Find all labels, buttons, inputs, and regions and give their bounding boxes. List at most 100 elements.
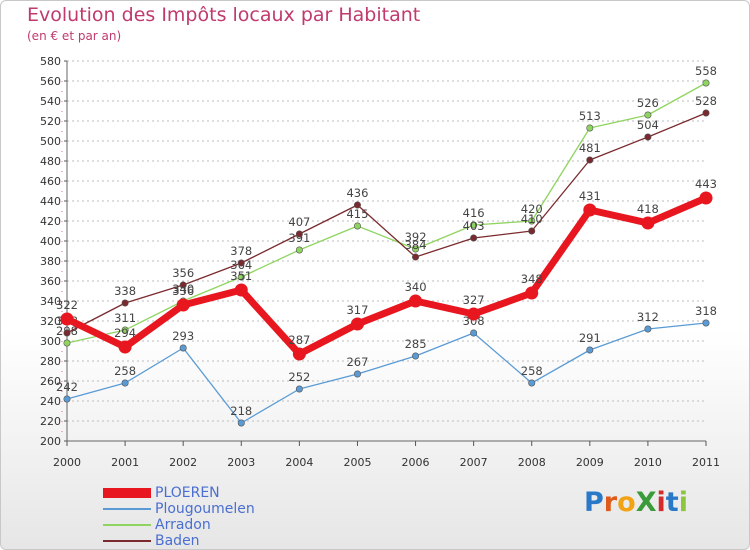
data-point <box>644 133 652 141</box>
data-point <box>644 111 652 119</box>
logo-letter: i <box>678 487 688 518</box>
data-label: 378 <box>230 244 252 258</box>
chart-title: Evolution des Impôts locaux par Habitant <box>27 4 421 26</box>
data-label: 351 <box>230 269 252 283</box>
data-label: 340 <box>172 282 194 296</box>
data-label: 513 <box>579 109 601 123</box>
legend-label: Plougoumelen <box>155 501 255 517</box>
legend-label: PLOEREN <box>155 485 220 501</box>
data-point <box>295 246 303 254</box>
data-point <box>409 294 423 308</box>
logo-letter: r <box>603 487 618 518</box>
data-point <box>586 156 594 164</box>
logo-letter: o <box>617 487 636 518</box>
series-group: 2422582932182522672853082582913123182983… <box>56 64 717 427</box>
data-label: 258 <box>114 364 136 378</box>
series-arradon: 298311340364391415392416420513526558 <box>56 64 717 347</box>
data-point <box>63 329 71 337</box>
data-point <box>644 325 652 333</box>
logo-letter: P <box>584 487 604 518</box>
data-label: 327 <box>463 293 485 307</box>
data-label: 267 <box>346 355 368 369</box>
data-point <box>350 317 364 331</box>
data-point <box>528 379 536 387</box>
data-point <box>702 319 710 327</box>
chart-subtitle: (en € et par an) <box>27 29 122 43</box>
data-label: 528 <box>695 94 717 108</box>
y-tick-label: 580 <box>40 55 61 68</box>
data-label: 431 <box>579 189 601 203</box>
data-label: 443 <box>695 177 717 191</box>
y-tick-label: 280 <box>40 355 61 368</box>
data-point <box>295 230 303 238</box>
data-label: 392 <box>405 230 427 244</box>
data-point <box>586 124 594 132</box>
data-label: 436 <box>346 186 368 200</box>
y-tick-label: 380 <box>40 255 61 268</box>
data-point <box>179 344 187 352</box>
y-tick-label: 240 <box>40 395 61 408</box>
data-point <box>353 201 361 209</box>
legend-swatch <box>103 524 151 526</box>
data-label: 312 <box>637 310 659 324</box>
data-label: 336 <box>172 284 194 298</box>
proxiti-logo: ProXiti <box>584 487 688 518</box>
series-line <box>63 194 710 358</box>
data-point <box>353 222 361 230</box>
series-plougoumelen: 242 258 293 218 252 267 285 308 258 291 312 318 <box>56 304 717 427</box>
data-label: 258 <box>521 364 543 378</box>
data-label: 410 <box>521 212 543 226</box>
series-line <box>66 322 707 424</box>
y-tick-label: 460 <box>40 175 61 188</box>
logo-letter: t <box>665 487 679 518</box>
data-point <box>702 79 710 87</box>
y-tick-label: 440 <box>40 195 61 208</box>
data-label: 481 <box>579 141 601 155</box>
data-point <box>412 245 420 253</box>
x-tick-label: 2003 <box>227 456 255 469</box>
data-point <box>525 286 539 300</box>
legend-label: Arradon <box>155 517 211 533</box>
x-tick-label: 2007 <box>460 456 488 469</box>
y-tick-label: 480 <box>40 155 61 168</box>
data-label: 558 <box>695 64 717 78</box>
data-point <box>412 253 420 261</box>
x-tick-label: 2005 <box>343 456 371 469</box>
data-point <box>121 326 129 334</box>
data-label: 291 <box>579 331 601 345</box>
data-point <box>63 395 71 403</box>
data-label: 317 <box>346 303 368 317</box>
data-label: 391 <box>288 231 310 245</box>
x-tick-label: 2002 <box>169 456 197 469</box>
x-tick-label: 2009 <box>576 456 604 469</box>
x-tick-label: 2008 <box>518 456 546 469</box>
series-ploeren: 322 294 336 351 287 317 340 327 348 431 418 443 <box>56 177 717 361</box>
x-axis: 2000 2001 2002 2003 2004 2005 2006 2007 2008 2009… <box>53 440 720 469</box>
y-tick-label: 540 <box>40 95 61 108</box>
data-label: 504 <box>637 118 659 132</box>
data-point <box>234 283 248 297</box>
y-tick-label: 200 <box>40 435 61 448</box>
line-chart: 200 220 240 260 280 300 320 340 360 380 400 420 440 4… <box>40 55 720 469</box>
data-label: 287 <box>288 333 310 347</box>
data-point <box>702 109 710 117</box>
data-label: 294 <box>114 326 136 340</box>
data-label: 322 <box>56 298 78 312</box>
data-point <box>470 234 478 242</box>
y-axis: 200 220 240 260 280 300 320 340 360 380 400 420 440 4… <box>40 55 68 448</box>
x-tick-label: 2001 <box>111 456 139 469</box>
y-tick-label: 420 <box>40 215 61 228</box>
y-tick-label: 360 <box>40 275 61 288</box>
data-point <box>295 385 303 393</box>
y-tick-label: 260 <box>40 375 61 388</box>
data-point <box>179 281 187 289</box>
data-label: 420 <box>521 202 543 216</box>
data-point <box>176 298 190 312</box>
data-label: 348 <box>521 272 543 286</box>
data-point <box>412 352 420 360</box>
data-label: 218 <box>230 404 252 418</box>
grid-lines <box>67 60 706 442</box>
data-point <box>467 307 481 321</box>
data-label: 293 <box>172 329 194 343</box>
y-tick-label: 500 <box>40 135 61 148</box>
